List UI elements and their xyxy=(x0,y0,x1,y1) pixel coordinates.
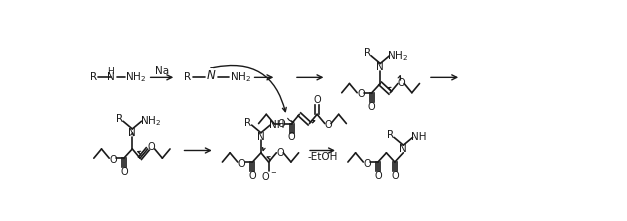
Text: O: O xyxy=(314,95,321,105)
Text: NH: NH xyxy=(270,120,285,130)
Text: N: N xyxy=(107,72,115,82)
Text: -EtOH: -EtOH xyxy=(307,152,338,162)
Text: O: O xyxy=(324,120,332,130)
Text: O: O xyxy=(249,171,256,181)
Text: O: O xyxy=(278,118,285,129)
Text: O: O xyxy=(120,167,128,177)
Text: O: O xyxy=(368,102,376,112)
Text: H: H xyxy=(107,67,114,76)
Text: O: O xyxy=(288,132,295,142)
Text: O: O xyxy=(374,171,382,181)
Text: O: O xyxy=(398,78,405,88)
Text: Na: Na xyxy=(155,66,169,76)
Text: R: R xyxy=(184,72,191,82)
Text: N: N xyxy=(399,144,407,154)
Text: O: O xyxy=(357,89,365,99)
Text: NH$_2$: NH$_2$ xyxy=(125,70,146,84)
Text: O: O xyxy=(109,155,117,165)
Text: O: O xyxy=(277,148,284,158)
Text: O$^-$: O$^-$ xyxy=(261,170,277,182)
Text: NH: NH xyxy=(411,132,426,142)
Text: R: R xyxy=(364,48,371,59)
Text: N: N xyxy=(376,62,384,72)
Text: R: R xyxy=(115,114,123,124)
Text: NH$_2$: NH$_2$ xyxy=(140,114,161,128)
Text: O: O xyxy=(148,142,155,152)
Text: NH$_2$: NH$_2$ xyxy=(387,49,409,63)
Text: O: O xyxy=(363,159,371,169)
Text: R: R xyxy=(245,118,251,128)
Text: R: R xyxy=(387,130,394,140)
Text: $\bar{N}$: $\bar{N}$ xyxy=(206,67,216,83)
Text: O: O xyxy=(238,159,245,169)
Text: R: R xyxy=(90,72,97,82)
Text: NH$_2$: NH$_2$ xyxy=(229,70,251,84)
Text: N: N xyxy=(257,132,265,142)
Text: N: N xyxy=(129,128,136,138)
Text: O: O xyxy=(391,171,399,181)
